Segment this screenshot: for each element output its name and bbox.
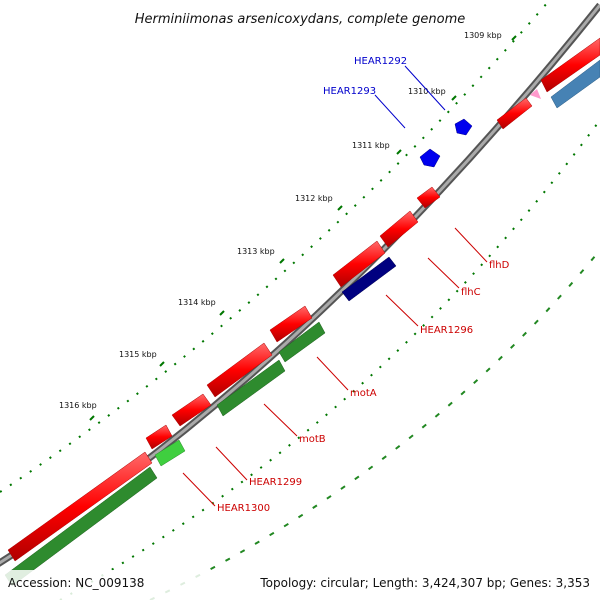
cds-hear1291[interactable] <box>496 97 533 130</box>
cds-long-lower[interactable] <box>7 451 153 562</box>
cds-flhC[interactable] <box>379 210 419 248</box>
cds-motA[interactable] <box>269 305 313 343</box>
cds-motB[interactable] <box>206 342 273 398</box>
topology-summary: Topology: circular; Length: 3,424,307 bp… <box>259 576 590 590</box>
cds-hear1296-navy[interactable] <box>341 256 397 302</box>
scale-label: 1310 kbp <box>408 87 446 96</box>
cds-pink[interactable] <box>530 89 541 99</box>
cds-hear1299[interactable] <box>171 393 212 427</box>
gene-label-flhD[interactable]: flhD <box>489 260 510 271</box>
cds-hear1292[interactable] <box>454 118 473 136</box>
gene-labels: HEAR1292 HEAR1293 flhD flhC HEAR1296 mot… <box>217 56 510 514</box>
accession-text: Accession: NC_009138 <box>8 576 144 590</box>
scale-label: 1311 kbp <box>352 141 390 150</box>
scale-ticks <box>89 35 517 421</box>
reverse-features-red <box>7 37 600 562</box>
scale-ring-inner <box>59 119 600 600</box>
gene-label-hear1292[interactable]: HEAR1292 <box>354 56 407 67</box>
scale-label: 1314 kbp <box>178 298 216 307</box>
scale-label: 1315 kbp <box>119 350 157 359</box>
scale-label: 1313 kbp <box>237 247 275 256</box>
cds-steel[interactable] <box>550 59 600 109</box>
genome-backbone <box>0 2 600 567</box>
cds-hear1296[interactable] <box>332 240 386 288</box>
forward-features <box>419 118 473 168</box>
cds-flhD[interactable] <box>416 186 441 209</box>
cds-motB-green[interactable] <box>216 359 286 417</box>
cds-far-upper[interactable] <box>540 37 600 93</box>
scale-label: 1309 kbp <box>464 31 502 40</box>
gene-label-flhC[interactable]: flhC <box>461 287 481 298</box>
scale-labels: 1309 kbp 1310 kbp 1311 kbp 1312 kbp 1313… <box>59 31 502 410</box>
gc-ring <box>149 249 600 600</box>
footer-background <box>0 570 600 600</box>
gene-label-motA[interactable]: motA <box>350 388 377 399</box>
cds-hear1300[interactable] <box>145 424 173 450</box>
gene-label-hear1300[interactable]: HEAR1300 <box>217 503 270 514</box>
scale-label: 1316 kbp <box>59 401 97 410</box>
scale-label: 1312 kbp <box>295 194 333 203</box>
map-title: Herminiimonas arsenicoxydans, complete g… <box>135 12 465 27</box>
reverse-features-row2 <box>4 59 600 587</box>
leader-lines <box>182 65 488 507</box>
gene-label-motB[interactable]: motB <box>299 434 326 445</box>
cds-hear1299-green[interactable] <box>154 439 186 467</box>
cds-hear1293[interactable] <box>419 148 441 168</box>
gene-label-hear1293[interactable]: HEAR1293 <box>323 86 376 97</box>
gene-label-hear1296[interactable]: HEAR1296 <box>420 325 473 336</box>
cds-motA-green[interactable] <box>278 321 326 363</box>
cds-long-green[interactable] <box>4 466 158 587</box>
gene-label-hear1299[interactable]: HEAR1299 <box>249 477 302 488</box>
